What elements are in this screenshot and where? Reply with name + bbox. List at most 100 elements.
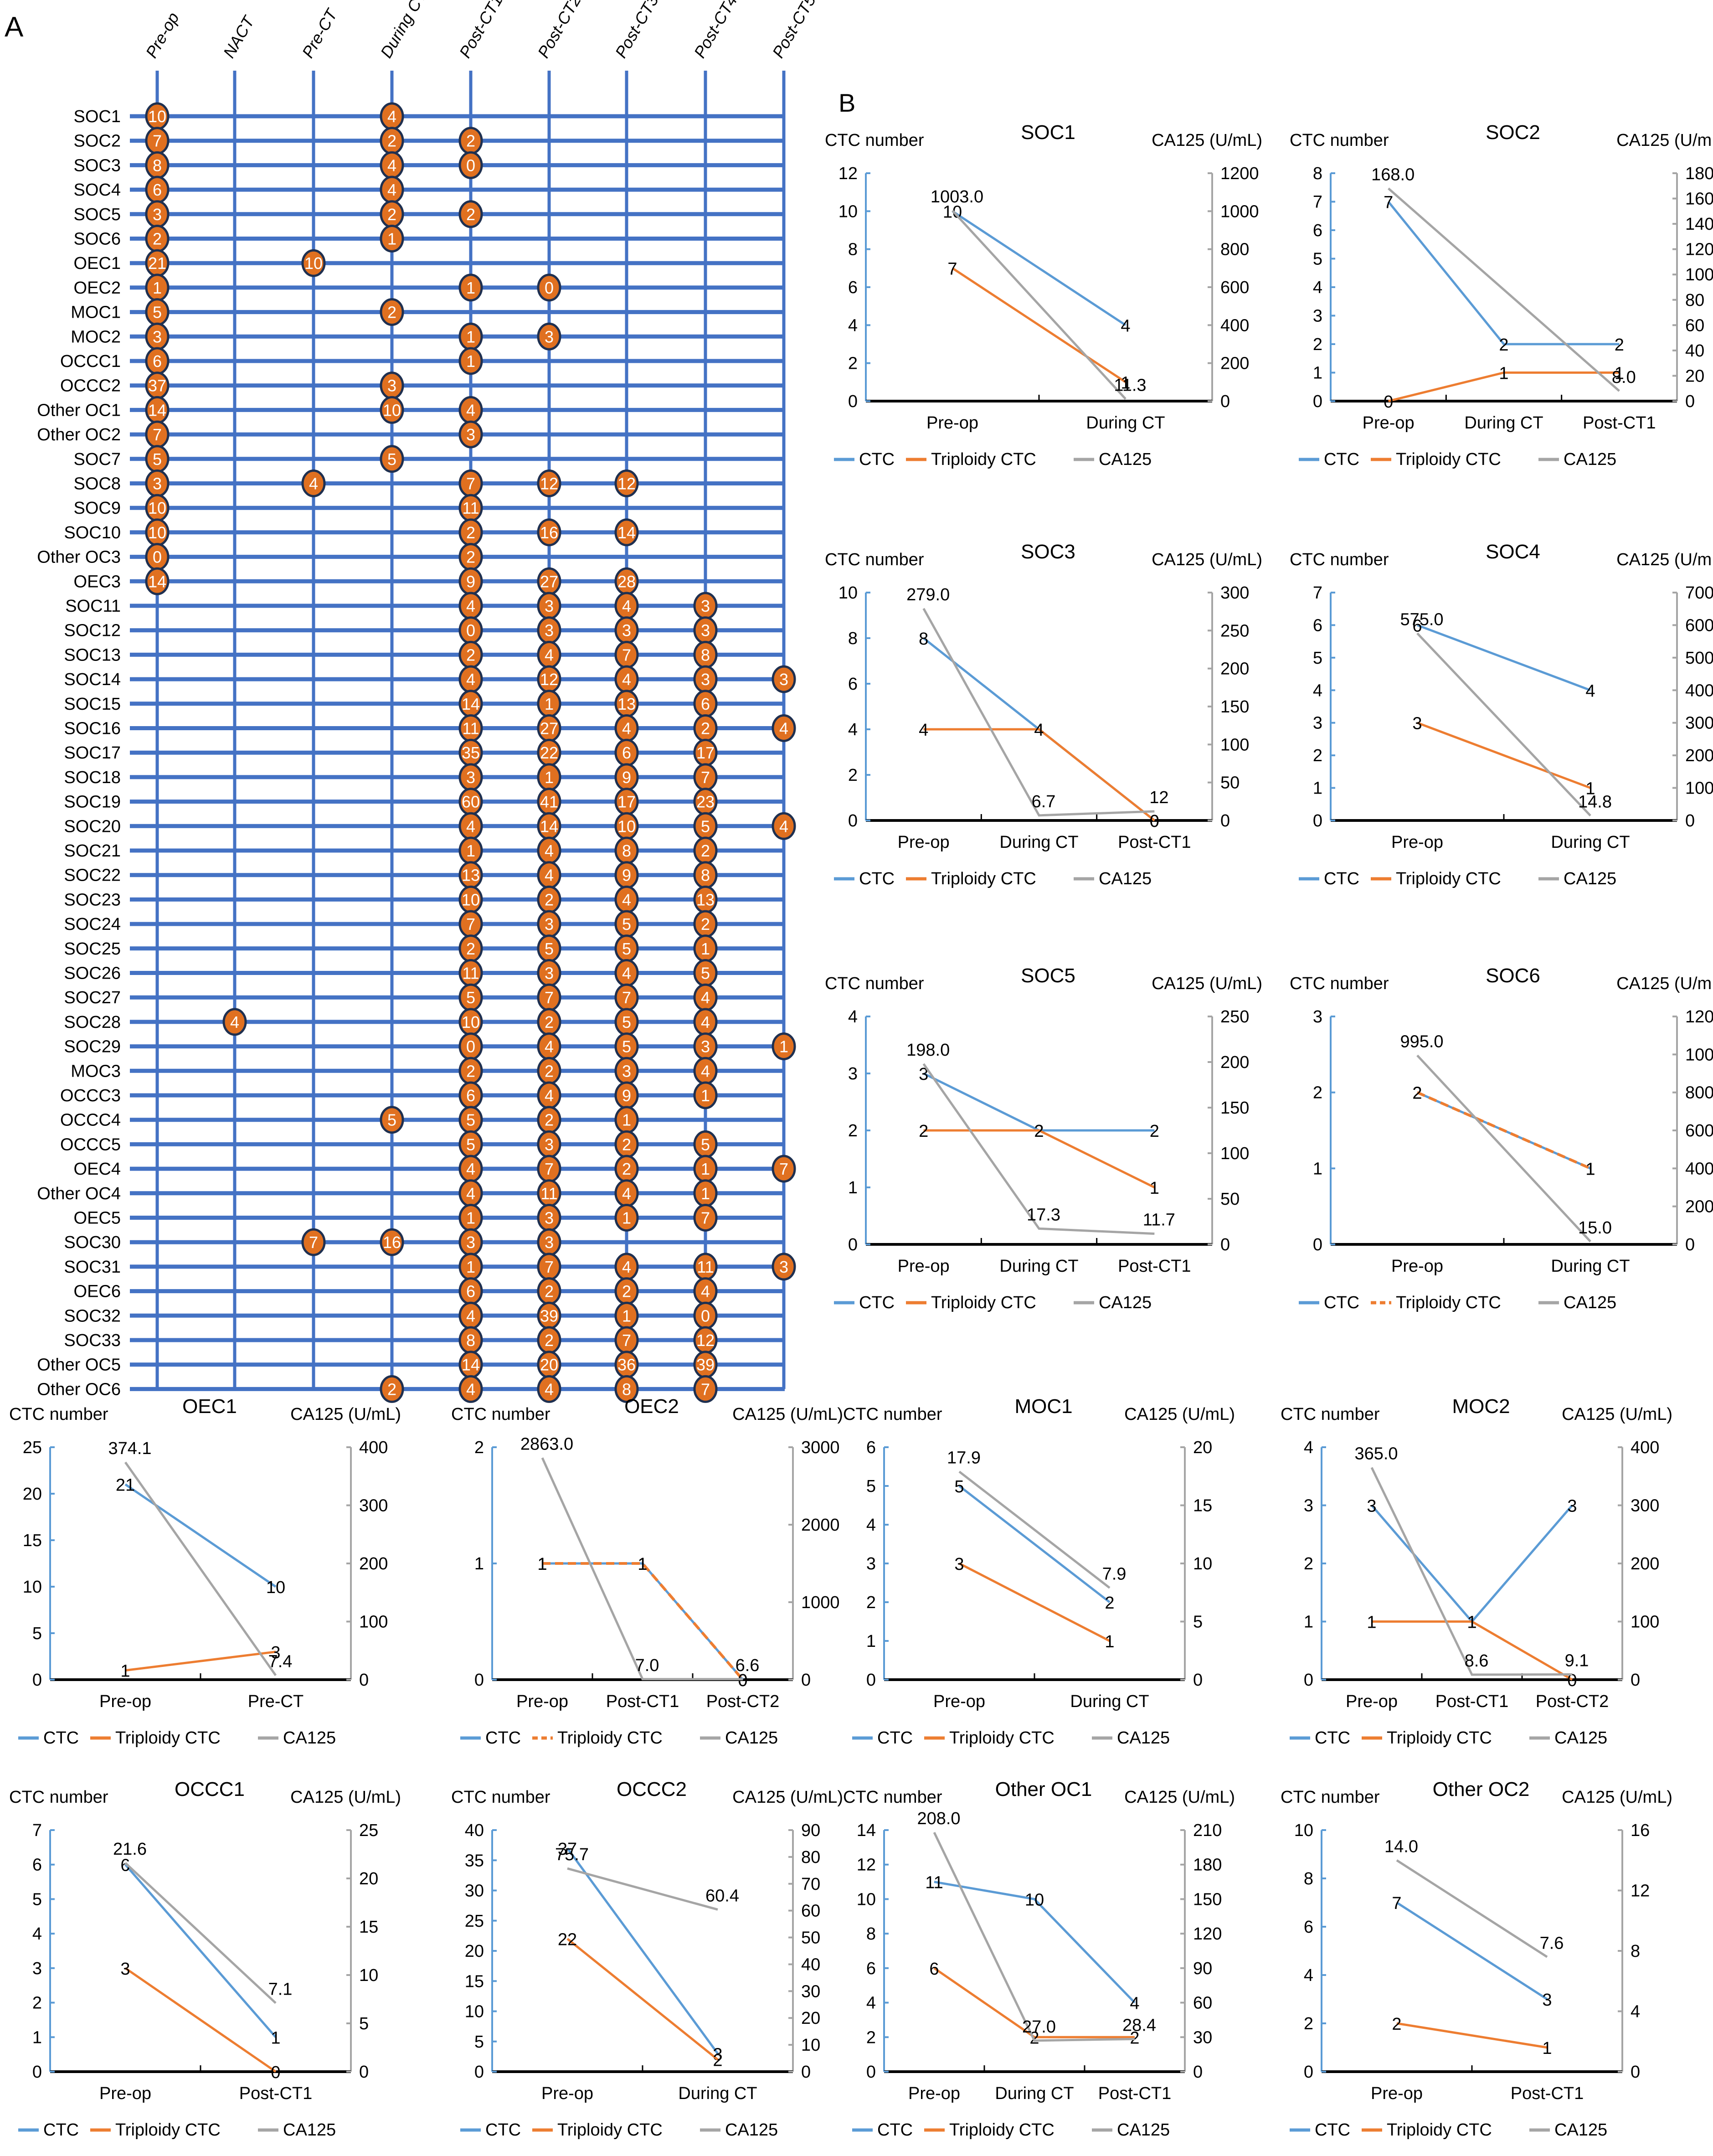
y-tick-label: 25: [23, 1438, 42, 1457]
row-label: SOC15: [64, 695, 121, 714]
ctc-marker-label: 2: [466, 205, 475, 224]
ctc-marker-label: 10: [148, 499, 166, 517]
series-line-ctc: [1396, 1901, 1548, 2001]
legend-label: CA125: [1554, 1728, 1607, 1748]
x-tick-label: Post-CT1: [606, 1692, 679, 1711]
data-label: 1: [1499, 364, 1508, 383]
chart-title: Other OC1: [995, 1778, 1092, 1800]
ctc-marker-label: 3: [701, 597, 710, 615]
legend-label: Triploidy CTC: [1396, 450, 1501, 469]
ctc-marker-label: 3: [701, 621, 710, 640]
ctc-marker-label: 4: [545, 841, 554, 860]
legend-label: CA125: [1117, 2120, 1170, 2140]
ctc-marker-label: 2: [701, 719, 710, 738]
row-label: Other OC2: [37, 425, 121, 444]
legend-label: CTC: [1315, 2120, 1350, 2140]
ctc-marker: [537, 1375, 561, 1403]
ctc-marker-label: 14: [148, 572, 166, 591]
y2-tick-label: 10: [1193, 1554, 1212, 1573]
data-label: 8: [919, 629, 928, 649]
y2-tick-label: 400: [359, 1438, 388, 1457]
ctc-marker-label: 3: [153, 327, 162, 346]
data-label: 4: [1034, 721, 1044, 740]
data-label: 9.1: [1565, 1651, 1589, 1670]
y-axis-title: CTC number: [1290, 131, 1389, 150]
y-axis-title: CTC number: [451, 1405, 550, 1424]
row-label: SOC26: [64, 964, 121, 983]
chart-title: MOC2: [1452, 1395, 1510, 1418]
x-tick-label: Pre-op: [1391, 1257, 1443, 1276]
data-label: 1: [1585, 1160, 1595, 1179]
data-label: 1: [120, 1662, 130, 1681]
y-axis-title: CTC number: [1290, 974, 1389, 993]
series-line-ca125: [922, 608, 1155, 817]
y-tick-label: 3: [1313, 1007, 1322, 1026]
x-tick-label: Pre-op: [933, 1692, 985, 1711]
y2-tick-label: 0: [1631, 1671, 1640, 1690]
y-axis-title: CTC number: [825, 974, 924, 993]
ctc-marker-label: 2: [622, 1160, 631, 1178]
y2-tick-label: 1000: [1685, 1045, 1713, 1064]
y2-axis-title: CA125 (U/mL): [1562, 1405, 1672, 1424]
y2-tick-label: 250: [1220, 1007, 1249, 1026]
y-tick-label: 5: [1313, 250, 1322, 269]
column-header: Post-CT4: [690, 0, 741, 61]
y-tick-label: 10: [1294, 1821, 1313, 1840]
ctc-marker-label: 5: [701, 817, 710, 836]
data-label: 37: [558, 1840, 577, 1859]
row-label: OCCC3: [60, 1086, 121, 1105]
series-line-triploidy-ctc: [1396, 2022, 1548, 2049]
ctc-marker-label: 4: [466, 1306, 475, 1325]
y-tick-label: 1: [848, 1178, 858, 1197]
row-label: SOC7: [74, 450, 121, 469]
ctc-marker-label: 12: [540, 670, 558, 689]
data-label: 8.6: [1465, 1651, 1489, 1671]
ctc-marker: [537, 518, 561, 547]
y-tick-label: 0: [1304, 2063, 1313, 2082]
y2-tick-label: 12: [1631, 1882, 1650, 1901]
data-label: 4: [1121, 316, 1130, 335]
y2-tick-label: 0: [1685, 811, 1695, 830]
y-axis-title: CTC number: [9, 1788, 108, 1807]
y2-axis-title: CA125 (U/mL): [290, 1405, 401, 1424]
chart-title: OCCC2: [617, 1778, 687, 1800]
y-axis-title: CTC number: [825, 131, 924, 150]
y2-tick-label: 700: [1685, 583, 1713, 603]
data-label: 2: [1499, 335, 1508, 355]
data-label: 10: [1025, 1890, 1044, 1909]
data-label: 28.4: [1122, 2016, 1156, 2035]
y2-tick-label: 80: [1685, 291, 1704, 310]
ctc-marker-label: 3: [545, 1135, 554, 1154]
row-label: Other OC6: [37, 1380, 121, 1399]
row-label: Other OC3: [37, 548, 121, 567]
y-tick-label: 4: [1313, 278, 1322, 297]
y2-tick-label: 0: [1631, 2063, 1640, 2082]
y2-axis-title: CA125 (U/mL): [1616, 131, 1713, 150]
ctc-marker-label: 1: [153, 279, 162, 297]
row-label: OEC6: [74, 1282, 121, 1301]
legend-label: Triploidy CTC: [557, 1728, 663, 1748]
legend-label: CTC: [1324, 1293, 1359, 1312]
y2-tick-label: 400: [1685, 681, 1713, 700]
y2-tick-label: 200: [1685, 1197, 1713, 1217]
legend-label: CTC: [877, 2120, 913, 2140]
ctc-marker-label: 20: [540, 1356, 558, 1374]
data-label: 0: [271, 2063, 280, 2082]
ctc-marker-label: 1: [622, 1111, 631, 1130]
y2-tick-label: 5: [1193, 1613, 1203, 1632]
ctc-marker-label: 1: [545, 695, 554, 713]
ctc-marker-label: 2: [387, 205, 396, 224]
series-line-triploidy-ctc: [1416, 1091, 1591, 1170]
ctc-marker-label: 1: [466, 1209, 475, 1228]
y-tick-label: 40: [465, 1821, 484, 1840]
series-line-ctc: [1417, 624, 1591, 691]
ctc-marker-label: 5: [701, 1135, 710, 1154]
data-label: 17.3: [1027, 1205, 1060, 1224]
series-line-ca125: [541, 1457, 743, 1681]
y2-tick-label: 150: [1193, 1890, 1222, 1909]
y-tick-label: 20: [465, 1942, 484, 1961]
ctc-marker-label: 3: [545, 597, 554, 615]
